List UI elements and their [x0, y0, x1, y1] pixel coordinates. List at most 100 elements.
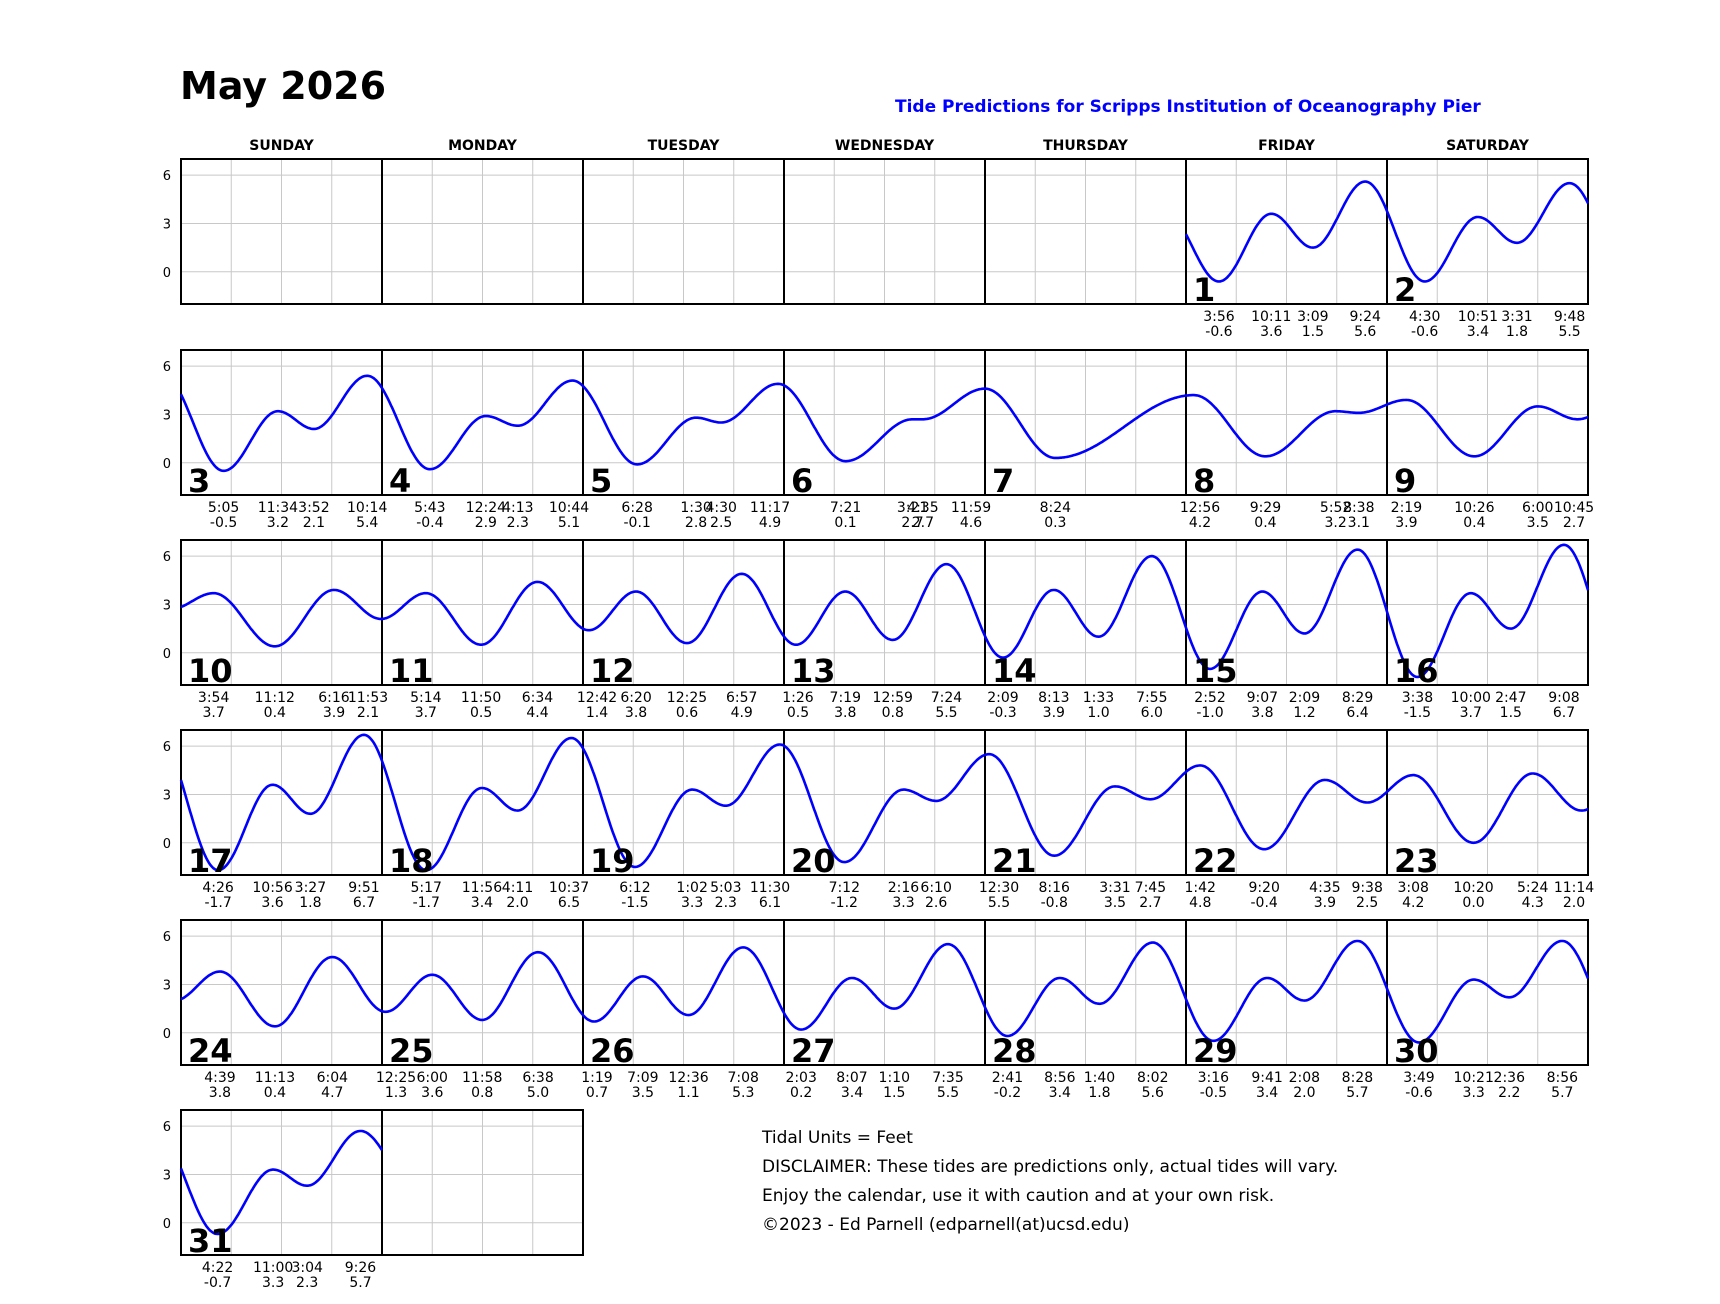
tide-time-label: 3:52	[298, 500, 329, 516]
tide-height-label: 3.8	[209, 1085, 231, 1101]
tide-curve-day-9	[1386, 398, 1589, 458]
tide-height-label: 3.9	[1395, 515, 1417, 531]
copyright-text: ©2023 - Ed Parnell (edparnell(at)ucsd.ed…	[762, 1215, 1130, 1235]
tide-height-label: 4.2	[1189, 515, 1211, 531]
y-tick-label: 0	[163, 1027, 171, 1042]
tide-time-label: 10:51	[1458, 309, 1498, 325]
tide-height-label: 6.1	[759, 895, 781, 911]
tide-height-label: 5.1	[558, 515, 580, 531]
tide-height-label: 3.9	[1314, 895, 1336, 911]
tide-time-label: 10:11	[1251, 309, 1291, 325]
tide-time-label: 3:49	[1403, 1070, 1434, 1086]
tide-curve-day-26	[582, 946, 786, 1023]
tide-curve-day-31	[179, 1129, 384, 1236]
tide-time-label: 7:12	[829, 880, 860, 896]
tide-time-label: 12:56	[1180, 500, 1220, 516]
tide-time-label: 3:27	[295, 880, 326, 896]
y-tick-label: 6	[163, 550, 171, 565]
tide-time-label: 3:21	[897, 500, 928, 516]
tide-height-label: -1.5	[1404, 705, 1431, 721]
tide-height-label: 3.6	[421, 1085, 443, 1101]
tide-height-label: 1.3	[385, 1085, 407, 1101]
tide-height-label: 5.6	[1354, 324, 1376, 340]
tide-height-label: -0.5	[1200, 1085, 1227, 1101]
tide-height-label: 4.2	[1402, 895, 1424, 911]
tide-time-label: 6:38	[522, 1070, 553, 1086]
tide-height-label: 1.5	[1500, 705, 1522, 721]
day-number: 8	[1193, 462, 1215, 500]
tide-height-label: -0.6	[1405, 1085, 1432, 1101]
day-number: 24	[188, 1032, 233, 1070]
tide-height-label: 5.3	[732, 1085, 754, 1101]
day-number: 4	[389, 462, 411, 500]
tide-time-label: 10:45	[1554, 500, 1594, 516]
tide-height-label: 1.8	[1088, 1085, 1110, 1101]
day-number: 19	[590, 842, 635, 880]
tide-curve-day-16	[1385, 543, 1590, 679]
tide-height-label: 2.8	[685, 515, 707, 531]
tide-height-label: -0.2	[994, 1085, 1021, 1101]
y-tick-label: 0	[163, 266, 171, 281]
tide-curve-day-23	[1386, 772, 1589, 845]
tide-height-label: 3.4	[471, 895, 493, 911]
tide-height-label: -1.7	[204, 895, 231, 911]
tide-height-label: 4.9	[731, 705, 753, 721]
tide-time-label: 11:12	[255, 690, 295, 706]
day-number: 31	[188, 1222, 233, 1260]
tide-height-label: 1.8	[1506, 324, 1528, 340]
tide-time-label: 6:00	[417, 1070, 448, 1086]
day-number: 14	[992, 652, 1037, 690]
tide-height-label: -1.5	[621, 895, 648, 911]
tide-height-label: 3.4	[1256, 1085, 1278, 1101]
tide-time-label: 2:19	[1391, 500, 1422, 516]
tide-height-label: 5.4	[356, 515, 378, 531]
tide-time-label: 11:30	[750, 880, 790, 896]
tide-time-label: 8:16	[1039, 880, 1071, 896]
tide-time-label: 12:42	[577, 690, 617, 706]
tide-time-label: 4:30	[1409, 309, 1440, 325]
tide-height-label: -1.0	[1196, 705, 1223, 721]
tide-curve-day-4	[380, 379, 584, 471]
y-tick-label: 3	[163, 408, 171, 423]
tide-time-label: 11:50	[461, 690, 501, 706]
tide-height-label: 3.6	[1260, 324, 1282, 340]
tide-time-label: 6:20	[620, 690, 651, 706]
tide-height-label: 0.8	[882, 705, 904, 721]
tide-height-label: 6.0	[1141, 705, 1163, 721]
row-frame	[180, 158, 1589, 305]
tide-height-label: 6.7	[353, 895, 375, 911]
day-number: 29	[1193, 1032, 1238, 1070]
tide-height-label: 3.6	[261, 895, 283, 911]
tide-time-label: 10:26	[1454, 500, 1494, 516]
tide-time-label: 2:09	[987, 690, 1018, 706]
tide-height-label: 1.4	[586, 705, 608, 721]
tide-time-label: 11:17	[750, 500, 790, 516]
tide-height-label: 0.5	[470, 705, 492, 721]
tide-height-label: 5.5	[937, 1085, 959, 1101]
tide-height-label: -0.5	[210, 515, 237, 531]
tide-time-label: 8:02	[1137, 1070, 1168, 1086]
tide-time-label: 11:53	[348, 690, 388, 706]
tide-time-label: 8:29	[1342, 690, 1373, 706]
tide-height-label: -1.7	[413, 895, 440, 911]
tide-time-label: 2:16	[888, 880, 920, 896]
tide-height-label: 3.8	[625, 705, 647, 721]
tide-height-label: 3.4	[1467, 324, 1489, 340]
tide-height-label: -1.2	[831, 895, 858, 911]
y-tick-label: 3	[163, 978, 171, 993]
day-number: 11	[389, 652, 434, 690]
tide-curve-day-3	[179, 374, 384, 473]
tide-curve-day-25	[381, 950, 584, 1022]
tide-height-label: 4.8	[1189, 895, 1211, 911]
tide-curve-day-29	[1184, 939, 1389, 1043]
tide-height-label: 2.5	[1356, 895, 1378, 911]
day-number: 3	[188, 462, 210, 500]
y-tick-label: 3	[163, 788, 171, 803]
tide-time-label: 4:13	[502, 500, 533, 516]
tide-curve-day-5	[582, 382, 785, 466]
tide-height-label: 4.9	[759, 515, 781, 531]
day-number: 12	[590, 652, 635, 690]
tide-time-label: 3:16	[1198, 1070, 1230, 1086]
tide-time-label: 3:04	[291, 1260, 323, 1276]
